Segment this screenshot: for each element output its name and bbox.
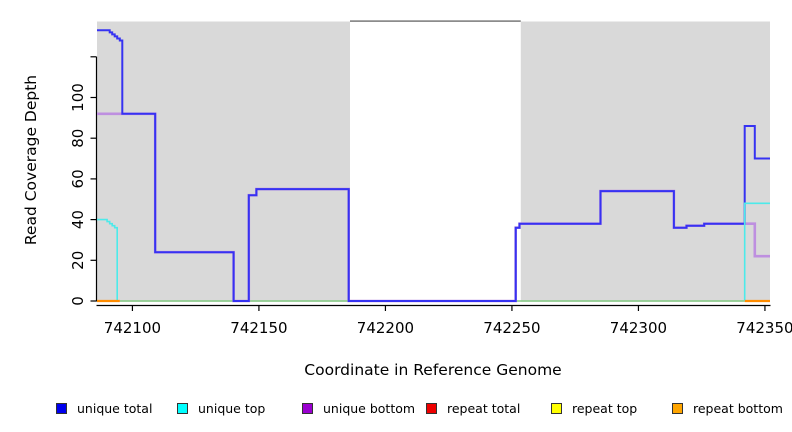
y-tick-label: 0 — [69, 296, 87, 306]
x-tick-label: 742250 — [483, 319, 540, 337]
y-tick-label: 100 — [69, 83, 87, 112]
series-unique-top — [97, 202, 770, 301]
y-tick-label: 80 — [69, 129, 87, 148]
x-tick-label: 742150 — [230, 319, 287, 337]
x-tick-label: 742200 — [357, 319, 414, 337]
y-tick-label: 40 — [69, 210, 87, 229]
x-tick-label: 742300 — [610, 319, 667, 337]
x-tick-label: 742350 — [736, 319, 792, 337]
y-axis-title: Read Coverage Depth — [22, 74, 40, 246]
y-tick-label: 20 — [69, 251, 87, 270]
y-tick-label: 60 — [69, 169, 87, 188]
series-unique-total — [97, 29, 770, 302]
x-axis-title: Coordinate in Reference Genome — [304, 361, 562, 379]
x-tick-label: 742100 — [104, 319, 161, 337]
y-axis: 0 20 40 60 80 100 — [69, 56, 98, 306]
x-axis: 742100 742150 742200 742250 742300 742350 — [96, 304, 792, 337]
shaded-region-1 — [97, 21, 351, 302]
shaded-region-2 — [520, 21, 770, 302]
